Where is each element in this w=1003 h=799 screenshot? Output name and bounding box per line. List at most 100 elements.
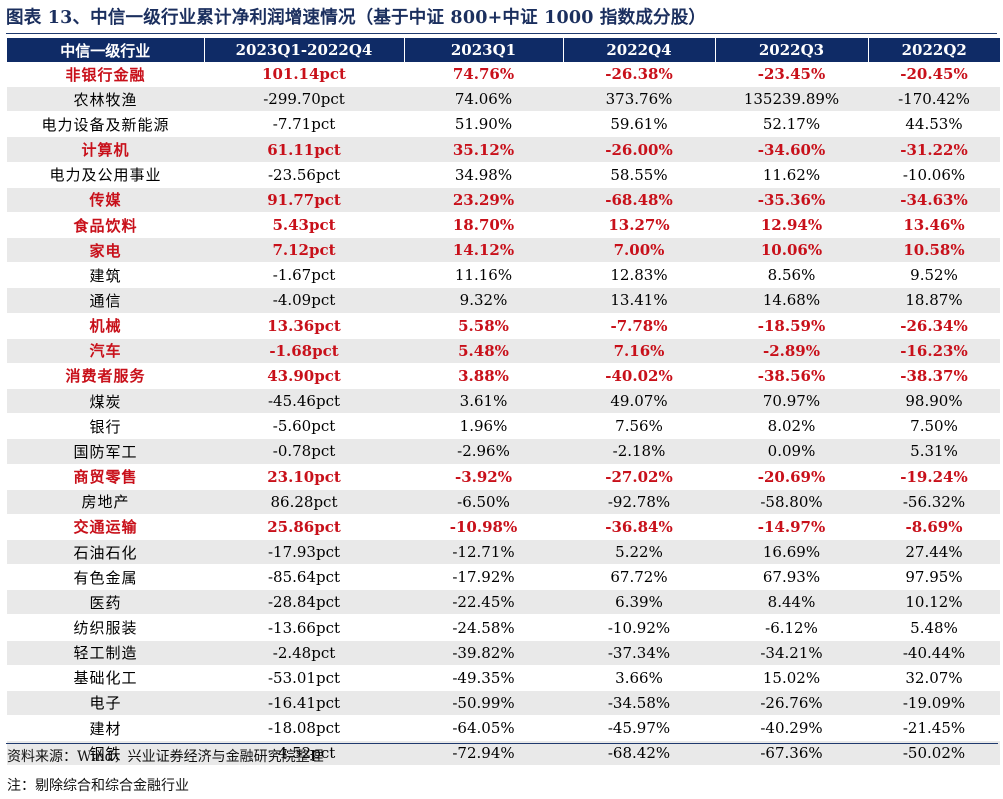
industry-name-cell: 国防军工 <box>7 438 204 465</box>
industry-name-cell: 机械 <box>7 313 204 339</box>
table-row: 农林牧渔 -299.70pct 74.06% 373.76% 135239.89% -17… <box>7 86 1000 113</box>
industry-name-cell: 轻工制造 <box>7 640 204 666</box>
change-pct-cell: 5.43pct <box>204 212 404 239</box>
q4-2022-cell: 3.66% <box>563 665 715 691</box>
table-row: 计算机 61.11pct 35.12% -26.00% -34.60% -31.22% <box>7 136 1000 163</box>
change-pct-cell: -1.67pct <box>204 262 404 289</box>
q2-2022-cell: -10.06% <box>868 162 1000 188</box>
q1-2023-cell: 3.88% <box>404 363 563 390</box>
q3-2022-cell: -34.21% <box>715 640 868 666</box>
column-header-2022q2: 2022Q2 <box>868 38 1000 62</box>
table-row: 电力设备及新能源 -7.71pct 51.90% 59.61% 52.17% 44.53% <box>7 111 1000 138</box>
change-pct-cell: 86.28pct <box>204 489 404 515</box>
q1-2023-cell: 74.76% <box>404 62 563 88</box>
q3-2022-cell: -2.89% <box>715 338 868 364</box>
change-pct-cell: -5.60pct <box>204 413 404 440</box>
industry-name-cell: 纺织服装 <box>7 614 204 641</box>
table-row: 基础化工 -53.01pct -49.35% 3.66% 15.02% 32.07% <box>7 665 1000 691</box>
change-pct-cell: -1.68pct <box>204 338 404 364</box>
table-row: 钢铁 -4.52pct -72.94% -68.42% -67.36% -50.02% <box>7 740 1000 767</box>
change-pct-cell: -2.48pct <box>204 640 404 666</box>
q1-2023-cell: 9.32% <box>404 287 563 314</box>
change-pct-cell: -0.78pct <box>204 438 404 465</box>
q4-2022-cell: 7.56% <box>563 413 715 440</box>
q1-2023-cell: 35.12% <box>404 136 563 163</box>
q2-2022-cell: -38.37% <box>868 363 1000 390</box>
q2-2022-cell: -26.34% <box>868 313 1000 339</box>
q4-2022-cell: -37.34% <box>563 640 715 666</box>
q1-2023-cell: 23.29% <box>404 187 563 213</box>
q2-2022-cell: -16.23% <box>868 338 1000 364</box>
q4-2022-cell: 12.83% <box>563 262 715 289</box>
industry-name-cell: 农林牧渔 <box>7 86 204 113</box>
q2-2022-cell: 5.48% <box>868 614 1000 641</box>
q3-2022-cell: -14.97% <box>715 514 868 540</box>
table-row: 电力及公用事业 -23.56pct 34.98% 58.55% 11.62% -10.06… <box>7 162 1000 188</box>
change-pct-cell: -85.64pct <box>204 564 404 591</box>
column-header-2023q1: 2023Q1 <box>404 38 564 62</box>
table-row: 家电 7.12pct 14.12% 7.00% 10.06% 10.58% <box>7 237 1000 264</box>
table-row: 电子 -16.41pct -50.99% -34.58% -26.76% -19.09% <box>7 690 1000 717</box>
table-row: 煤炭 -45.46pct 3.61% 49.07% 70.97% 98.90% <box>7 388 1000 415</box>
q2-2022-cell: -20.45% <box>868 62 1000 88</box>
industry-name-cell: 电力及公用事业 <box>7 162 204 188</box>
q4-2022-cell: -34.58% <box>563 690 715 717</box>
q3-2022-cell: 15.02% <box>715 665 868 691</box>
q3-2022-cell: 70.97% <box>715 388 868 415</box>
table-row: 食品饮料 5.43pct 18.70% 13.27% 12.94% 13.46% <box>7 212 1000 239</box>
industry-name-cell: 基础化工 <box>7 665 204 691</box>
q1-2023-cell: 11.16% <box>404 262 563 289</box>
q4-2022-cell: 373.76% <box>563 86 715 113</box>
change-pct-cell: -17.93pct <box>204 539 404 566</box>
q1-2023-cell: -17.92% <box>404 564 563 591</box>
industry-name-cell: 交通运输 <box>7 514 204 540</box>
change-pct-cell: -28.84pct <box>204 589 404 616</box>
q2-2022-cell: -19.24% <box>868 464 1000 490</box>
q2-2022-cell: 98.90% <box>868 388 1000 415</box>
q4-2022-cell: 7.16% <box>563 338 715 364</box>
industry-name-cell: 汽车 <box>7 338 204 364</box>
table-row: 纺织服装 -13.66pct -24.58% -10.92% -6.12% 5.48% <box>7 614 1000 641</box>
q2-2022-cell: -34.63% <box>868 187 1000 213</box>
table-row: 非银行金融 101.14pct 74.76% -26.38% -23.45% -20.45… <box>7 62 1000 88</box>
q1-2023-cell: -10.98% <box>404 514 563 540</box>
industry-name-cell: 电力设备及新能源 <box>7 111 204 138</box>
q2-2022-cell: 5.31% <box>868 438 1000 465</box>
table-row: 房地产 86.28pct -6.50% -92.78% -58.80% -56.32% <box>7 489 1000 515</box>
change-pct-cell: 91.77pct <box>204 187 404 213</box>
q4-2022-cell: -27.02% <box>563 464 715 490</box>
q4-2022-cell: 49.07% <box>563 388 715 415</box>
table-body: 非银行金融 101.14pct 74.76% -26.38% -23.45% -20.45… <box>7 62 1000 767</box>
q3-2022-cell: 8.02% <box>715 413 868 440</box>
industry-name-cell: 钢铁 <box>7 740 204 767</box>
table-row: 汽车 -1.68pct 5.48% 7.16% -2.89% -16.23% <box>7 338 1000 364</box>
q1-2023-cell: 3.61% <box>404 388 563 415</box>
q1-2023-cell: -50.99% <box>404 690 563 717</box>
industry-name-cell: 建筑 <box>7 262 204 289</box>
q4-2022-cell: 7.00% <box>563 237 715 264</box>
q3-2022-cell: 8.56% <box>715 262 868 289</box>
q2-2022-cell: 44.53% <box>868 111 1000 138</box>
q3-2022-cell: -34.60% <box>715 136 868 163</box>
source-note: 资料来源：Wind，兴业证券经济与金融研究院整理 <box>7 749 324 765</box>
q3-2022-cell: -67.36% <box>715 740 868 767</box>
q1-2023-cell: -2.96% <box>404 438 563 465</box>
q2-2022-cell: -31.22% <box>868 136 1000 163</box>
column-header-2022q4: 2022Q4 <box>563 38 716 62</box>
q1-2023-cell: -24.58% <box>404 614 563 641</box>
q1-2023-cell: 1.96% <box>404 413 563 440</box>
q2-2022-cell: 97.95% <box>868 564 1000 591</box>
q3-2022-cell: 0.09% <box>715 438 868 465</box>
table-row: 国防军工 -0.78pct -2.96% -2.18% 0.09% 5.31% <box>7 438 1000 465</box>
q3-2022-cell: 16.69% <box>715 539 868 566</box>
change-pct-cell: -13.66pct <box>204 614 404 641</box>
q2-2022-cell: 32.07% <box>868 665 1000 691</box>
q1-2023-cell: 51.90% <box>404 111 563 138</box>
title-divider <box>6 33 997 34</box>
q1-2023-cell: -6.50% <box>404 489 563 515</box>
change-pct-cell: -299.70pct <box>204 86 404 113</box>
change-pct-cell: -23.56pct <box>204 162 404 188</box>
q1-2023-cell: 18.70% <box>404 212 563 239</box>
q3-2022-cell: -20.69% <box>715 464 868 490</box>
table-row: 有色金属 -85.64pct -17.92% 67.72% 67.93% 97.95% <box>7 564 1000 591</box>
